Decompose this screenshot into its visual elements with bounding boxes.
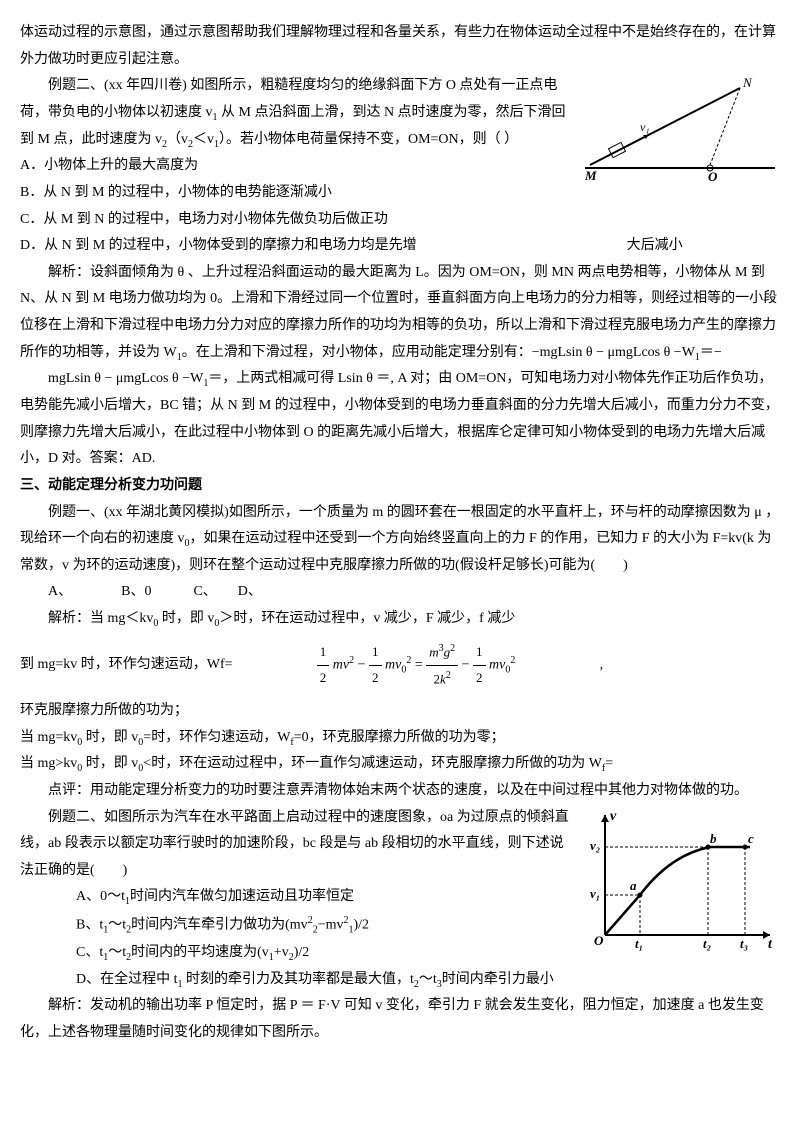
svg-text:v₁: v₁ bbox=[640, 120, 650, 134]
svg-text:a: a bbox=[630, 878, 637, 893]
analysis1-p2: mgLsin θ − μmgLcos θ −W1＝，上两式相减可得 Lsin θ… bbox=[20, 366, 780, 473]
ex1s3-sol1: 解析：当 mg＜kv0 时，即 v0＞时，环在运动过程中，v 减少，F 减少，f… bbox=[20, 606, 780, 633]
svg-text:v₁: v₁ bbox=[590, 886, 600, 901]
ex2-option-c: C．从 M 到 N 的过程中，电场力对小物体先做负功后做正功 bbox=[20, 207, 780, 234]
ex2s3-optD: D、在全过程中 t1 时刻的牵引力及其功率都是最大值，t2～t3时间内牵引力最小 bbox=[20, 967, 780, 994]
svg-text:v: v bbox=[610, 809, 617, 824]
ex1s3-problem: 例题一、(xx 年湖北黄冈模拟)如图所示，一个质量为 m 的圆环套在一根固定的水… bbox=[20, 500, 780, 580]
svg-text:N: N bbox=[742, 75, 753, 90]
svg-text:M: M bbox=[584, 168, 597, 183]
ex2s3-sol: 解析：发动机的输出功率 P 恒定时，据 P ＝ F·V 可知 v 变化，牵引力 … bbox=[20, 993, 780, 1046]
ex2-option-b: B．从 N 到 M 的过程中，小物体的电势能逐渐减小 bbox=[20, 180, 780, 207]
svg-text:c: c bbox=[748, 831, 754, 846]
section3-heading: 三、动能定理分析变力功问题 bbox=[20, 473, 780, 500]
ex1s3-options: A、 B、0 C、 D、 bbox=[20, 579, 780, 606]
figure-vt-graph: v v₂ v₁ O a b c t₁ t₂ t₃ t bbox=[580, 805, 780, 955]
svg-text:t: t bbox=[768, 937, 773, 952]
ex1s3-comment: 点评：用动能定理分析变力的功时要注意弄清物体始末两个状态的速度，以及在中间过程中… bbox=[20, 778, 780, 805]
figure-incline: N v₁ M O bbox=[580, 73, 780, 183]
svg-text:b: b bbox=[710, 831, 717, 846]
svg-text:O: O bbox=[708, 169, 718, 183]
svg-text:O: O bbox=[594, 933, 604, 948]
svg-text:t₃: t₃ bbox=[740, 936, 748, 951]
svg-text:t₁: t₁ bbox=[635, 936, 643, 951]
ex1s3-res3: 当 mg>kv0 时，即 v0<时，环在运动过程中，环一直作匀减速运动，环克服摩… bbox=[20, 751, 780, 778]
ex1s3-res1: 环克服摩擦力所做的功为； bbox=[20, 698, 780, 725]
analysis1-p1: 解析：设斜面倾角为 θ 、上升过程沿斜面运动的最大距离为 L。因为 OM=ON，… bbox=[20, 260, 780, 367]
ex2-option-d: D．从 N 到 M 的过程中，小物体受到的摩擦力和电场力均是先增大后减小 bbox=[20, 233, 780, 260]
intro-text: 体运动过程的示意图，通过示意图帮助我们理解物理过程和各量关系，有些力在物体运动全… bbox=[20, 20, 780, 73]
ex1s3-res2: 当 mg=kv0 时，即 v0=时，环作匀速运动，Wf=0，环克服摩擦力所做的功… bbox=[20, 725, 780, 752]
svg-text:v₂: v₂ bbox=[590, 838, 600, 853]
svg-text:t₂: t₂ bbox=[703, 936, 711, 951]
formula-block: 到 mg=kv 时，环作匀速运动，Wf= 12 mv2 − 12 mv02 = … bbox=[20, 639, 780, 692]
